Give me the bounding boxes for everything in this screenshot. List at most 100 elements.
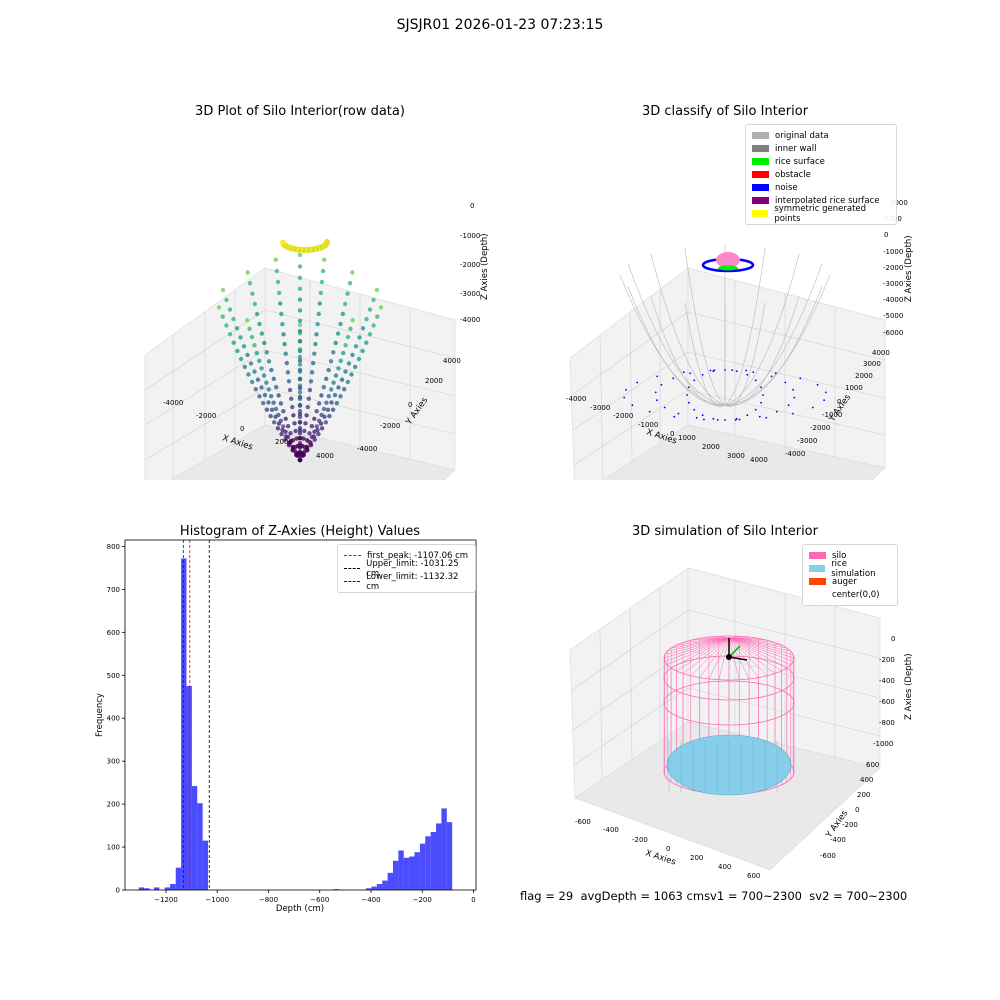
classify-noise-point [660,383,663,386]
legend-line-lower-limit [344,581,361,582]
raw-point [293,428,298,434]
sim-ytick: 600 [866,761,879,769]
raw-point [353,364,358,370]
raw-point [304,438,310,443]
raw-point [257,394,262,399]
raw-point [235,348,240,354]
histogram-frame [124,539,477,891]
silo-ring [663,680,795,726]
raw-point [322,257,327,262]
sim-xtick: 200 [690,854,703,862]
raw-point [288,431,293,436]
classify-3d-plot[interactable]: -4000 -3000 -2000 -1000 0 1000 2000 3000… [500,120,940,480]
simulation-3d-plot[interactable]: -600 -400 -200 0 200 400 600 -600 -400 -… [500,540,920,880]
histogram-ytick-label: 0 [116,887,120,895]
classify-wall-trace [724,296,800,407]
legend-first-peak: first_peak: -1107.06 cm [344,549,469,562]
raw-point [247,281,253,286]
classify-ytick: 3000 [863,360,881,368]
sim-ytick: -200 [842,821,858,829]
raw-point [285,424,291,429]
raw-xtick: 2000 [275,438,293,446]
silo-roof-wire [728,637,740,680]
classify-legend: original data inner wall rice surface ob… [745,124,897,225]
classify-noise-point [746,373,749,376]
classify-noise-point [716,419,719,421]
silo-roof-wire [664,637,730,655]
classify-noise-point [631,404,634,407]
raw-point [333,340,338,346]
raw-point [297,428,303,433]
raw-point [321,385,326,390]
sim-xtick: -600 [575,818,591,826]
legend-center: center(0,0) [809,588,891,601]
raw-point [252,301,257,307]
raw-point [264,380,269,385]
raw-point [283,351,288,356]
raw-point [257,321,262,327]
raw-point [318,290,324,296]
classify-ztick: 0 [884,231,888,239]
classify-wall-trace [650,296,726,407]
legend-rice-simulation: rice simulation [809,559,891,579]
sim-ztick: 0 [891,635,895,643]
legend-label: auger [832,576,857,587]
sim-xtick: -200 [632,836,648,844]
histogram-bar [392,860,399,890]
histogram-bar [164,887,171,890]
raw-point [241,344,247,349]
raw-point [297,338,303,344]
raw-point [319,393,324,398]
raw-point [304,413,309,418]
raw-point [254,350,259,356]
raw-3d-plot[interactable]: -4000 -2000 0 2000 4000 -4000 -2000 0 20… [0,120,500,480]
raw-point [252,343,257,348]
histogram-chart[interactable]: −1200 −1000 −800 −600 −400 −200 0 0 100 200 300 40… [0,530,500,920]
classify-noise-point [663,406,666,409]
classify-noise-point [673,415,676,418]
legend-inner-wall: inner wall [752,142,890,155]
raw-point [266,359,272,364]
classify-noise-point [735,417,738,420]
raw-point [245,352,250,358]
legend-label: rice simulation [831,558,876,579]
raw-point [289,396,294,401]
raw-point [346,361,352,366]
raw-point [248,361,254,366]
classify-noise-point [688,401,690,404]
histogram-xtick-label: −1200 [154,896,178,904]
classify-zlabel: Z Axies (Depth) [904,235,914,302]
histogram-ytick-label: 400 [107,715,120,723]
legend-swatch-symmetric [752,210,769,217]
raw-point [245,318,250,323]
raw-point [336,366,341,371]
classify-noise-point [735,370,738,373]
figure-title: SJSJR01 2026-01-23 07:23:15 [396,17,604,33]
raw-point [216,305,222,310]
legend-label: symmetric generated points [774,203,867,224]
raw-point [360,326,366,331]
raw-point [271,400,276,405]
silo-roof-wire [728,637,782,672]
raw-point [305,404,310,410]
raw-point [307,387,313,393]
raw-point [342,387,347,392]
histogram-limit-lines [182,540,210,890]
classify-noise-point [724,419,726,421]
raw-point [329,400,334,405]
classify-noise-point [713,369,716,371]
sim-ztick: -1000 [873,740,893,748]
silo-roof-wire [728,637,782,646]
classify-noise-point [623,396,626,399]
histogram-bar [387,872,393,890]
sim-ytick: -600 [820,852,836,860]
raw-point [297,358,303,363]
histogram-xtick-label: −1000 [205,896,229,904]
classify-noise-point [688,386,690,389]
classify-noise-point [672,377,675,380]
raw-point [350,352,355,358]
raw-point [259,366,264,371]
raw-point [348,326,353,331]
sim-zlabel: Z Axies (Depth) [904,653,914,720]
raw-point [276,290,282,296]
